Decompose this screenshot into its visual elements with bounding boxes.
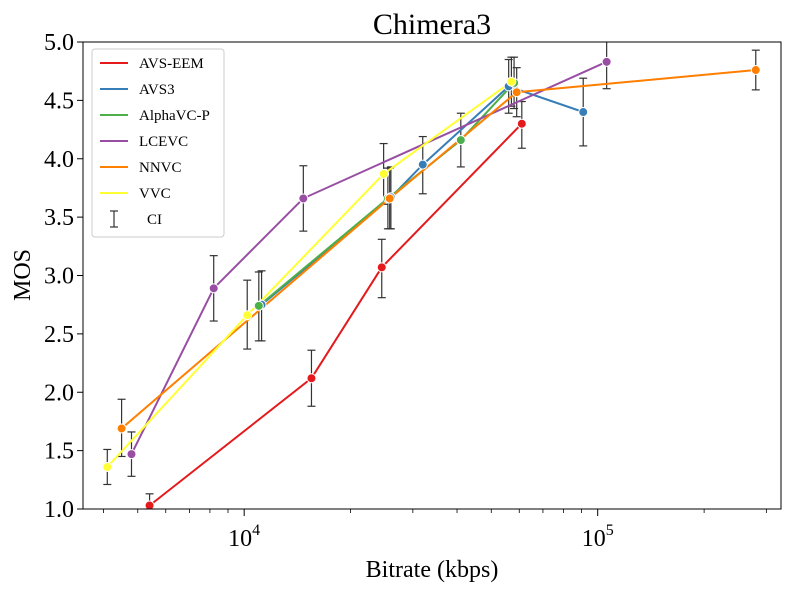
y-tick-label: 3.5 xyxy=(44,205,74,231)
y-tick-label: 1.5 xyxy=(44,439,74,465)
data-point-alphavc-p xyxy=(455,135,466,146)
chart-title: Chimera3 xyxy=(373,8,491,41)
data-point-vvc xyxy=(242,310,253,321)
x-tick-label-exponent: 5 xyxy=(606,522,614,539)
legend-label: AlphaVC-P xyxy=(139,108,210,124)
data-point-nnvc xyxy=(116,423,127,434)
legend-item: AVS-EEM xyxy=(100,56,204,72)
data-point-nnvc xyxy=(511,87,522,98)
x-tick-label-exponent: 4 xyxy=(252,522,260,539)
plot-area-frame xyxy=(82,41,782,510)
data-point-avs-eem xyxy=(306,373,317,384)
legend-label: LCEVC xyxy=(139,134,188,150)
y-tick-label: 4.0 xyxy=(44,147,74,173)
legend-label: CI xyxy=(147,212,162,228)
y-tick-label: 2.0 xyxy=(44,380,74,406)
series-line-nnvc xyxy=(120,69,756,430)
legend-box xyxy=(91,48,225,238)
x-axis-label: Bitrate (kbps) xyxy=(366,557,499,583)
data-point-lcevc xyxy=(126,449,137,460)
data-point-vvc xyxy=(506,76,517,87)
data-point-alphavc-p xyxy=(253,300,264,311)
data-point-lcevc xyxy=(601,56,612,67)
data-point-vvc xyxy=(378,168,389,179)
legend-item: AVS3 xyxy=(100,82,175,98)
legend-item: AlphaVC-P xyxy=(100,108,210,124)
data-point-vvc xyxy=(102,461,113,472)
data-point-lcevc xyxy=(298,193,309,204)
legend-item: VVC xyxy=(100,186,171,202)
data-point-avs-eem xyxy=(376,262,387,273)
series-markers xyxy=(102,56,761,511)
x-tick-label-base: 10 xyxy=(582,526,606,552)
y-tick-label: 5.0 xyxy=(44,30,74,56)
y-tick-label: 3.0 xyxy=(44,264,74,290)
data-point-nnvc xyxy=(750,65,761,76)
data-point-avs-eem xyxy=(516,118,527,129)
series-lines xyxy=(106,60,756,507)
legend-item-ci: CI xyxy=(110,210,162,228)
y-axis: 1.0 1.5 2.0 2.5 3.0 3.5 4.0 4.5 5.0 xyxy=(44,30,83,523)
y-tick-label: 1.0 xyxy=(44,497,74,523)
series-line-vvc xyxy=(106,80,512,468)
legend-label: AVS-EEM xyxy=(139,56,204,72)
y-tick-label: 2.5 xyxy=(44,322,74,348)
legend-item: LCEVC xyxy=(100,134,188,150)
y-tick-label: 4.5 xyxy=(44,88,74,114)
x-tick-label-base: 10 xyxy=(228,526,252,552)
x-tick-label: 104 xyxy=(228,522,260,552)
data-point-nnvc xyxy=(384,193,395,204)
legend-item: NNVC xyxy=(100,160,182,176)
data-point-lcevc xyxy=(208,283,219,294)
data-point-avs3 xyxy=(578,107,589,118)
x-tick-label: 105 xyxy=(582,522,614,552)
y-axis-label: MOS xyxy=(10,249,36,301)
legend-label: AVS3 xyxy=(139,82,175,98)
series-line-lcevc xyxy=(130,60,608,455)
legend-label: NNVC xyxy=(139,160,182,176)
x-axis: 104 105 xyxy=(103,509,767,552)
legend: AVS-EEM AVS3 AlphaVC-P LCEVC NNVC VVC CI xyxy=(91,48,225,238)
legend-label: VVC xyxy=(139,186,171,202)
series-line-avs-eem xyxy=(148,123,523,507)
data-point-avs3 xyxy=(417,159,428,170)
data-point-avs-eem xyxy=(144,500,155,511)
